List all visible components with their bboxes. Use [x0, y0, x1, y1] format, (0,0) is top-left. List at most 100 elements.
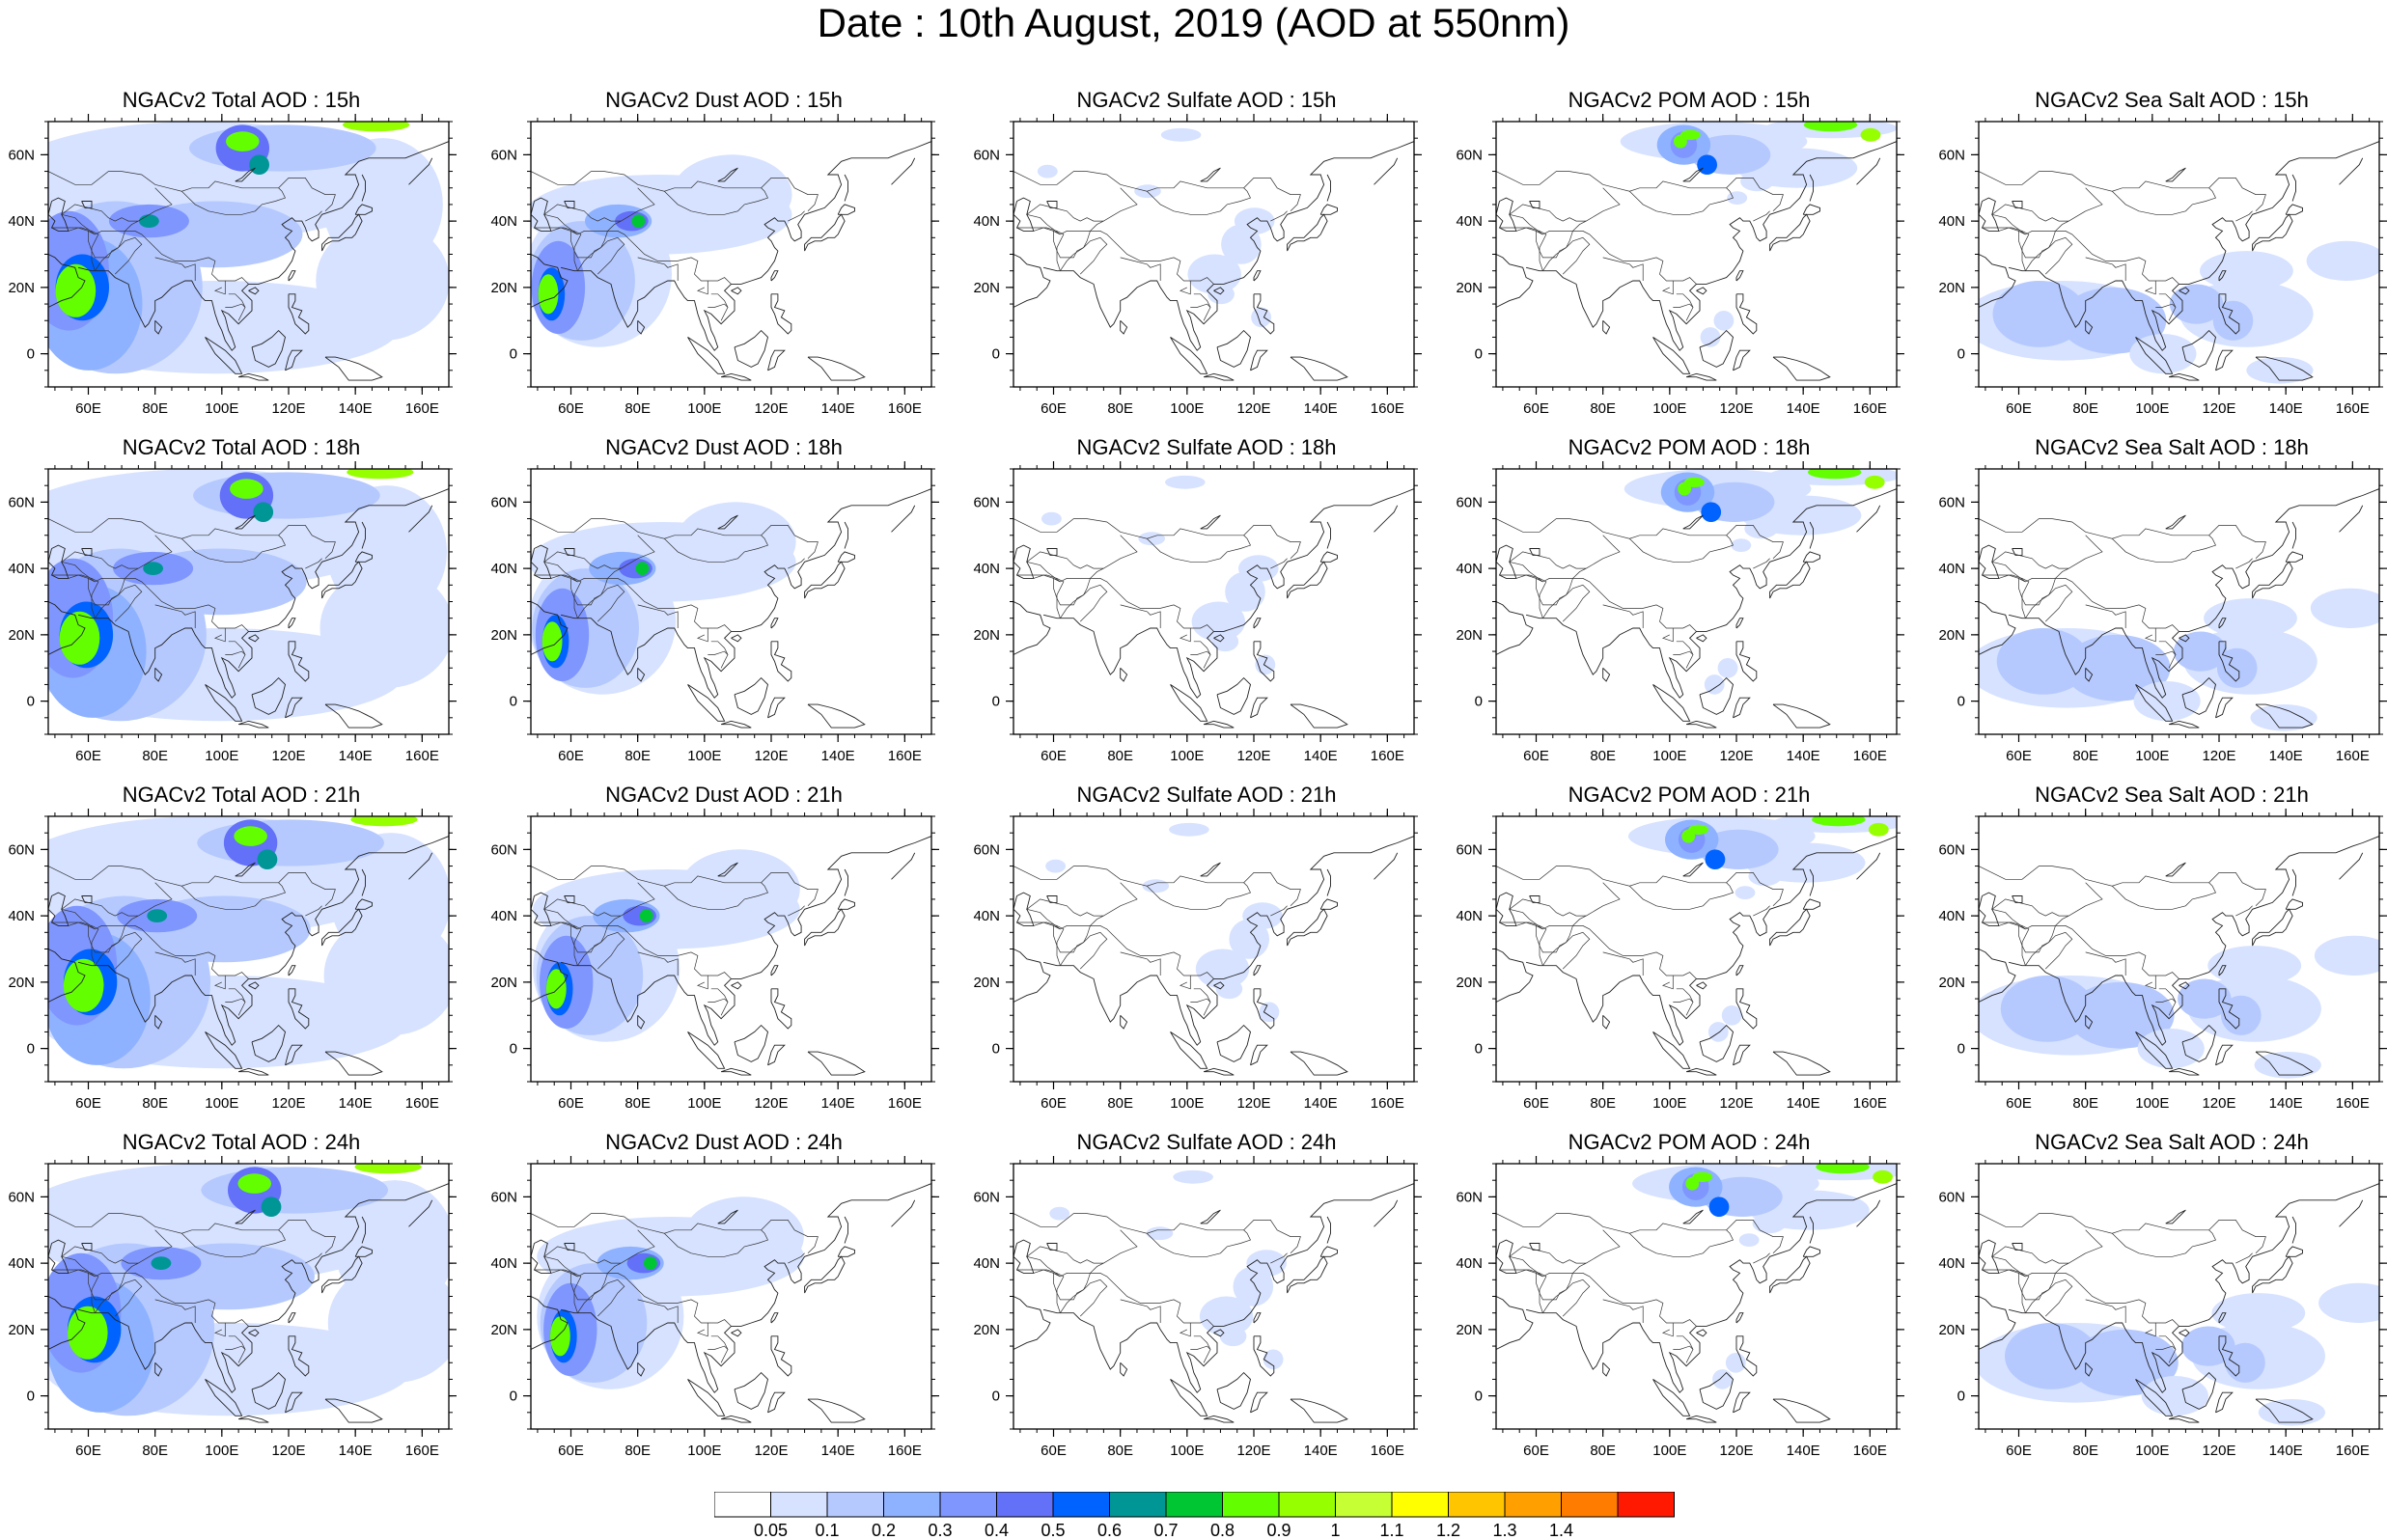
country-border: [1025, 204, 1104, 235]
country-border: [1147, 1306, 1161, 1323]
map-panel-seasalt-24h: NGACv2 Sea Salt AOD : 24h 60E 80E 100E 120E 1…: [1930, 1129, 2387, 1476]
lon-tick-label: 120E: [754, 400, 788, 417]
coastline: [2012, 1243, 2023, 1251]
country-border: [637, 951, 665, 960]
coastline: [361, 1216, 366, 1244]
country-border: [51, 574, 99, 619]
coastline: [361, 174, 366, 202]
country-border: [1602, 257, 1630, 265]
coastline: [1213, 287, 1225, 295]
coastline: [1374, 157, 1399, 185]
coastline: [770, 988, 792, 1030]
country-border: [1499, 574, 1547, 619]
country-border: [577, 236, 625, 275]
lon-tick-label: 60E: [558, 400, 584, 417]
colorbar-swatch: [883, 1492, 941, 1518]
coastline: [81, 895, 93, 903]
coastline: [1979, 1296, 2016, 1350]
coastline: [1809, 868, 1814, 896]
coastline: [2285, 204, 2303, 215]
coastline: [2215, 697, 2234, 719]
aod-blob: [1225, 571, 1265, 612]
country-border: [1753, 210, 1770, 222]
coastline: [637, 1361, 646, 1377]
coastline: [1326, 521, 1331, 549]
country-border: [2235, 558, 2253, 569]
coastline: [770, 293, 792, 335]
country-border: [1270, 210, 1288, 222]
country-border: [2158, 1335, 2177, 1350]
coastline: [1042, 141, 1414, 351]
coastline: [1253, 618, 1262, 629]
country-border: [1602, 604, 1630, 613]
coastline: [237, 1067, 269, 1076]
lat-tick-label: 60N: [1938, 841, 1965, 858]
country-border: [1508, 898, 1587, 930]
aod-blob: [545, 969, 567, 1009]
colorbar-swatch: [1617, 1492, 1675, 1518]
coastline: [637, 667, 646, 682]
lat-tick-label: 60N: [1938, 147, 1965, 163]
coastline: [2339, 505, 2364, 533]
country-border: [60, 1246, 139, 1278]
coastline: [807, 1398, 866, 1423]
coastline: [2165, 514, 2186, 530]
aod-blob: [237, 1173, 271, 1194]
country-border: [2085, 257, 2113, 265]
coastline: [77, 1183, 449, 1393]
coastline: [767, 1391, 786, 1414]
lon-tick-label: 160E: [888, 748, 922, 764]
aod-blob: [1692, 1171, 1713, 1182]
coastline: [560, 1183, 931, 1393]
lat-tick-label: 40N: [973, 1255, 1000, 1272]
lat-tick-label: 0: [1475, 346, 1483, 363]
aod-field: [1979, 1183, 2379, 1426]
coastline: [1046, 548, 1058, 556]
coastline: [637, 1014, 646, 1030]
lon-tick-label: 160E: [1371, 748, 1404, 764]
country-border: [1982, 921, 2030, 966]
coastline: [1319, 204, 1338, 215]
aod-blob: [639, 909, 653, 922]
aod-blob: [1701, 502, 1722, 522]
country-border: [1508, 1246, 1587, 1278]
coastline: [560, 488, 931, 699]
lon-tick-label: 80E: [1107, 1443, 1133, 1459]
colorbar-label: 0.1: [815, 1521, 839, 1538]
aod-blob: [1725, 1353, 1746, 1373]
coastline: [2012, 201, 2023, 208]
coastline: [1733, 349, 1751, 371]
coastline: [248, 981, 260, 990]
lat-tick-label: 20N: [1456, 1322, 1483, 1338]
aod-blob: [671, 154, 792, 234]
panel-title: NGACv2 Total AOD : 18h: [122, 435, 361, 459]
aod-blob: [1037, 164, 1058, 179]
coastline: [1735, 1312, 1744, 1324]
map-panel-sulfate-24h: NGACv2 Sulfate AOD : 24h 60E 80E 100E 120E 14…: [965, 1129, 1448, 1476]
aod-blob: [1740, 171, 1774, 192]
country-border: [1193, 293, 1211, 308]
country-border: [1629, 882, 1734, 910]
country-border: [1496, 1213, 1784, 1254]
country-border: [2025, 931, 2073, 970]
aod-blob: [1219, 1326, 1247, 1347]
panel-title: NGACv2 Sea Salt AOD : 15h: [2035, 88, 2309, 112]
lat-tick-label: 0: [27, 694, 35, 710]
coastline: [720, 1415, 752, 1423]
coastline: [321, 1255, 363, 1294]
lat-tick-label: 20N: [490, 1322, 517, 1338]
aod-blob: [550, 1316, 570, 1357]
lat-tick-label: 40N: [490, 1255, 517, 1272]
lon-tick-label: 100E: [2135, 1095, 2169, 1112]
country-border: [1025, 898, 1104, 930]
coastline: [717, 514, 738, 530]
lon-tick-label: 60E: [1041, 1095, 1067, 1112]
country-border: [228, 641, 246, 655]
lat-tick-label: 40N: [490, 908, 517, 924]
aod-field: [48, 816, 449, 1076]
coastline: [2285, 551, 2303, 563]
map-panel-total-24h: NGACv2 Total AOD : 24h 60E 80E 100E 120E 140E…: [0, 1129, 483, 1476]
colorbar-label: 1.4: [1549, 1521, 1573, 1538]
lat-tick-label: 40N: [1456, 908, 1483, 924]
coastline: [154, 667, 163, 682]
